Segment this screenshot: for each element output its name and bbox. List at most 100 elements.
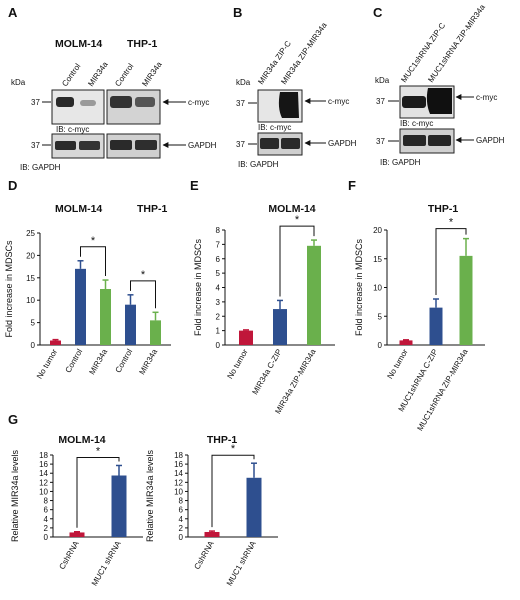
significance-marker: * <box>449 217 454 229</box>
significance-bracket <box>76 456 120 528</box>
panel-letter-f: F <box>348 178 356 193</box>
loading-label: GAPDH <box>328 139 357 148</box>
y-axis-label: Relative MIR34a levels <box>10 449 20 542</box>
y-tick-label: 4 <box>179 515 184 524</box>
y-tick-label: 8 <box>216 226 221 235</box>
y-tick-label: 8 <box>44 497 49 506</box>
panel-letter-g: G <box>8 412 18 427</box>
category-label: CshRNA <box>57 539 81 571</box>
y-tick-label: 10 <box>373 284 382 293</box>
y-tick-label: 0 <box>216 341 221 350</box>
significance-bracket <box>279 225 315 297</box>
y-axis-label: Fold increase in MDSCs <box>193 238 203 336</box>
y-tick-label: 1 <box>216 327 221 336</box>
target-label: c-myc <box>188 98 209 107</box>
chart-title: MOLM-14 <box>58 434 105 446</box>
bar <box>125 304 136 345</box>
category-label: No tumor <box>225 347 249 380</box>
y-tick-label: 10 <box>174 487 183 496</box>
y-tick-label: 12 <box>174 478 183 487</box>
significance-marker: * <box>91 235 96 247</box>
y-tick-label: 6 <box>179 506 184 515</box>
marker-37: 37 <box>236 140 245 149</box>
y-tick-label: 2 <box>44 524 49 533</box>
y-tick-label: 5 <box>216 269 221 278</box>
y-tick-label: 0 <box>179 533 184 542</box>
category-label: Control <box>64 347 85 374</box>
significance-bracket <box>130 280 156 309</box>
y-tick-label: 5 <box>31 319 36 328</box>
ib-label: IB: GAPDH <box>238 160 279 169</box>
ib-label: IB: GAPDH <box>20 163 61 172</box>
category-label: MUC1 shRNA <box>225 539 258 588</box>
chart-f: THP-1 0 5 10 15 20 Fold increase in MDSCs No tu… <box>354 203 485 432</box>
kda-label: kDa <box>11 78 26 87</box>
category-label: Control <box>114 347 135 374</box>
category-label: MIR34a <box>87 347 109 376</box>
lane-label: MIR34a <box>140 60 164 89</box>
y-tick-label: 2 <box>179 524 184 533</box>
y-tick-label: 2 <box>216 312 221 321</box>
category-label: MUC1 shRNA <box>90 539 123 588</box>
category-label: No tumor <box>385 347 409 380</box>
bar <box>239 330 253 345</box>
y-axis-label: Fold increase in MDSCs <box>354 238 364 336</box>
bar <box>204 531 220 537</box>
chart-title: THP-1 <box>207 434 237 446</box>
category-label: CshRNA <box>192 539 216 571</box>
blot-panel-c: C MUC1shRNA ZIP-C MUC1shRNA ZIP-MIR34a k… <box>373 2 505 167</box>
chart-title: THP-1 <box>428 203 458 215</box>
y-tick-label: 0 <box>378 341 383 350</box>
bar <box>246 477 262 537</box>
y-axis-label: Fold increase in MDSCs <box>4 240 14 338</box>
cell-line-label-molm14: MOLM-14 <box>55 203 102 215</box>
chart-d: 0 5 10 15 20 25 Fold increase in MDSCs No tumor… <box>4 229 171 380</box>
cell-line-label-thp1: THP-1 <box>137 203 167 215</box>
y-tick-label: 6 <box>44 506 49 515</box>
y-axis-label: Relative MIR34a levels <box>145 449 155 542</box>
blot-image-gapdh <box>399 128 455 154</box>
ib-label: IB: c-myc <box>400 119 433 128</box>
category-label: MIR34a <box>137 347 159 376</box>
panel-letter-e: E <box>190 178 199 193</box>
chart-title: MOLM-14 <box>268 203 315 215</box>
y-tick-label: 10 <box>39 487 48 496</box>
y-tick-label: 20 <box>373 226 382 235</box>
target-label: c-myc <box>328 97 349 106</box>
bar <box>307 245 321 345</box>
y-tick-label: 3 <box>216 298 221 307</box>
bar <box>459 255 473 345</box>
y-tick-label: 15 <box>26 274 35 283</box>
significance-bracket <box>435 228 467 295</box>
blot-image-gapdh <box>257 132 303 156</box>
y-tick-label: 8 <box>179 497 184 506</box>
blot-panel-b: B MIR34a ZIP-C MIR34a ZIP-MIR34a kDa 37 … <box>233 5 357 169</box>
blot-image-cmyc <box>399 85 455 119</box>
y-tick-label: 25 <box>26 229 35 238</box>
y-tick-label: 18 <box>174 451 183 460</box>
lane-label: MUC1shRNA ZIP-MIR34a <box>426 2 487 84</box>
y-tick-label: 4 <box>44 515 49 524</box>
target-label: c-myc <box>476 93 497 102</box>
y-tick-label: 7 <box>216 240 221 249</box>
category-label: No tumor <box>35 347 59 380</box>
ib-label: IB: c-myc <box>258 123 291 132</box>
y-tick-label: 16 <box>39 460 48 469</box>
lane-label: Control <box>113 62 135 88</box>
panel-letter-c: C <box>373 5 383 20</box>
lane-label: MIR34a ZIP-MIR34a <box>279 20 329 86</box>
y-tick-label: 16 <box>174 460 183 469</box>
marker-37: 37 <box>31 98 40 107</box>
chart-e: MOLM-14 0 1 2 3 4 5 6 7 8 Fold increase in MDSCs No… <box>193 203 335 416</box>
cell-line-label-molm14: MOLM-14 <box>55 38 102 50</box>
bar <box>75 268 86 345</box>
bar <box>429 307 443 345</box>
panel-letter-a: A <box>8 5 18 20</box>
lane-label: Control <box>60 62 82 88</box>
marker-37: 37 <box>376 97 385 106</box>
lane-label: MIR34a <box>86 60 110 89</box>
bar <box>100 289 111 345</box>
